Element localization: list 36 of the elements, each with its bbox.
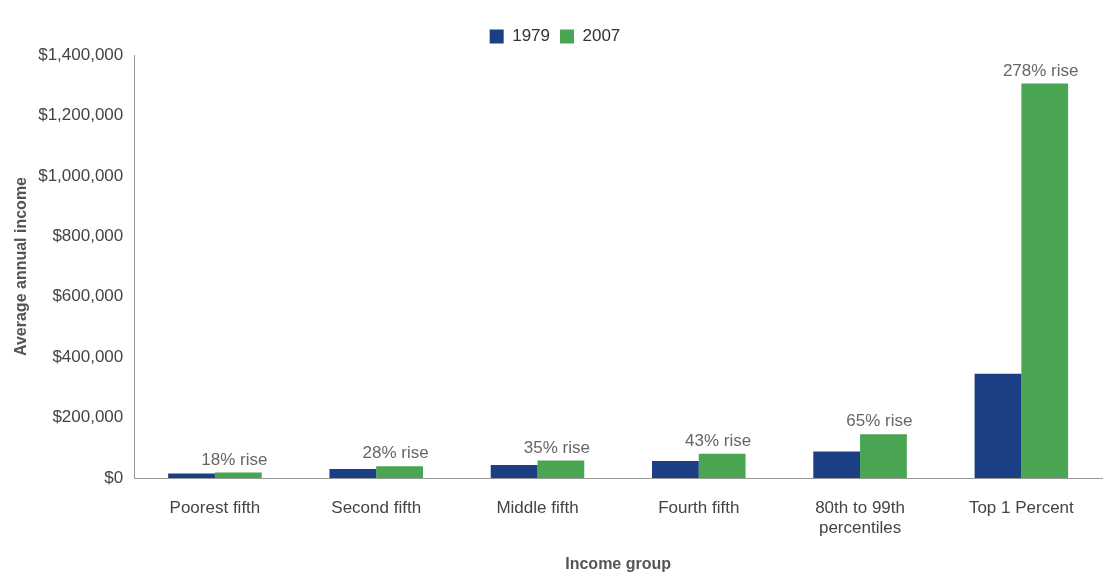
- y-tick-label: $600,000: [52, 286, 124, 306]
- bar: [214, 472, 262, 478]
- legend-label: 1979: [512, 26, 551, 46]
- bar: [537, 460, 585, 478]
- y-tick-label: $1,400,000: [38, 44, 124, 64]
- annotation: 18% rise: [201, 449, 268, 469]
- legend-label: 2007: [582, 26, 621, 46]
- bar: [813, 451, 861, 478]
- y-tick-label: $400,000: [52, 346, 124, 366]
- bar: [698, 453, 746, 478]
- x-tick-label: Fourth fifth: [658, 497, 740, 517]
- y-tick-label: $800,000: [52, 225, 124, 245]
- annotation: 278% rise: [1002, 60, 1079, 80]
- y-axis-title: Average annual income: [12, 176, 30, 357]
- annotation: 43% rise: [685, 431, 752, 451]
- bar: [376, 466, 423, 478]
- y-tick-label: $1,000,000: [38, 165, 124, 185]
- x-tick-label: Second fifth: [331, 497, 422, 517]
- y-tick-label: $1,200,000: [38, 105, 124, 125]
- bar: [168, 473, 215, 478]
- annotation: 28% rise: [362, 443, 429, 463]
- bar: [974, 373, 1022, 478]
- x-axis-title: Income group: [565, 554, 672, 572]
- y-tick-label: $200,000: [52, 407, 124, 427]
- annotation: 35% rise: [523, 437, 590, 457]
- y-tick-label: $0: [104, 467, 124, 487]
- x-tick-label: 80th to 99th percentiles: [815, 497, 905, 538]
- annotation: 65% rise: [846, 411, 913, 431]
- bar: [490, 465, 538, 478]
- bar: [652, 461, 699, 478]
- bar: [329, 468, 377, 478]
- x-tick-label: Middle fifth: [496, 497, 579, 517]
- bar: [860, 434, 907, 478]
- bar: [1021, 83, 1069, 478]
- x-tick-label: Top 1 Percent: [968, 497, 1075, 517]
- x-tick-label: Poorest fifth: [169, 497, 261, 517]
